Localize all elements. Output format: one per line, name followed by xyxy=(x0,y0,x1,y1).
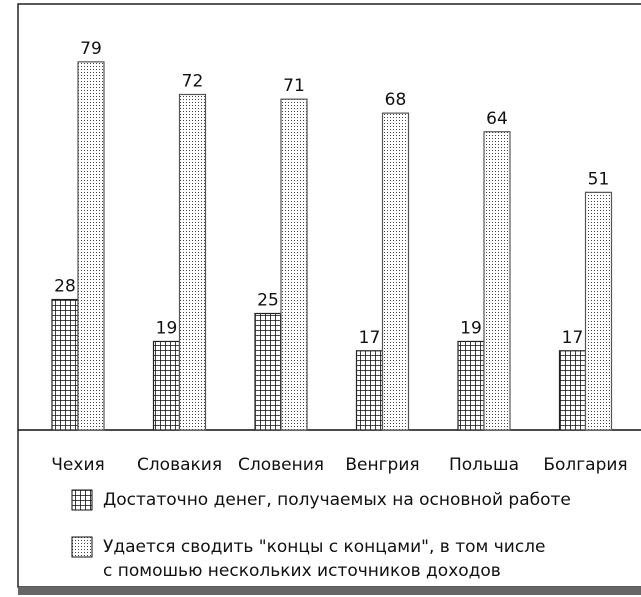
legend-entry: Достаточно денег, получаемых на основной… xyxy=(103,490,571,510)
bar xyxy=(483,131,511,431)
bar xyxy=(558,350,587,431)
x-tick-label: Чехия xyxy=(51,455,104,475)
legend-swatch xyxy=(71,536,93,558)
x-tick-label: Словения xyxy=(238,455,324,475)
value-label: 51 xyxy=(588,169,610,189)
bar xyxy=(381,112,410,431)
value-label: 17 xyxy=(562,328,584,348)
value-label: 72 xyxy=(182,71,204,91)
bar xyxy=(584,191,613,431)
value-label: 25 xyxy=(257,291,279,311)
bar xyxy=(51,298,79,431)
bar xyxy=(280,98,308,431)
x-tick-label: Польша xyxy=(449,455,519,475)
value-label: 19 xyxy=(156,318,178,338)
bar xyxy=(77,61,105,431)
value-label: 64 xyxy=(486,109,508,129)
frame-shadow xyxy=(18,587,641,595)
legend-swatch xyxy=(71,489,93,511)
value-label: 19 xyxy=(460,318,482,338)
x-tick-label: Венгрия xyxy=(345,455,419,475)
value-label: 28 xyxy=(54,277,76,297)
value-label: 79 xyxy=(80,39,102,59)
bar xyxy=(355,350,384,431)
bar xyxy=(152,340,181,431)
value-label: 17 xyxy=(359,328,381,348)
bar xyxy=(178,93,207,431)
bar xyxy=(457,340,485,431)
x-tick-label: Словакия xyxy=(137,455,222,475)
bar xyxy=(254,312,282,431)
value-label: 71 xyxy=(283,76,305,96)
legend-entry: Удается сводить "концы с концами", в том… xyxy=(103,537,546,581)
x-tick-label: Болгария xyxy=(543,455,627,475)
value-label: 68 xyxy=(385,90,407,110)
